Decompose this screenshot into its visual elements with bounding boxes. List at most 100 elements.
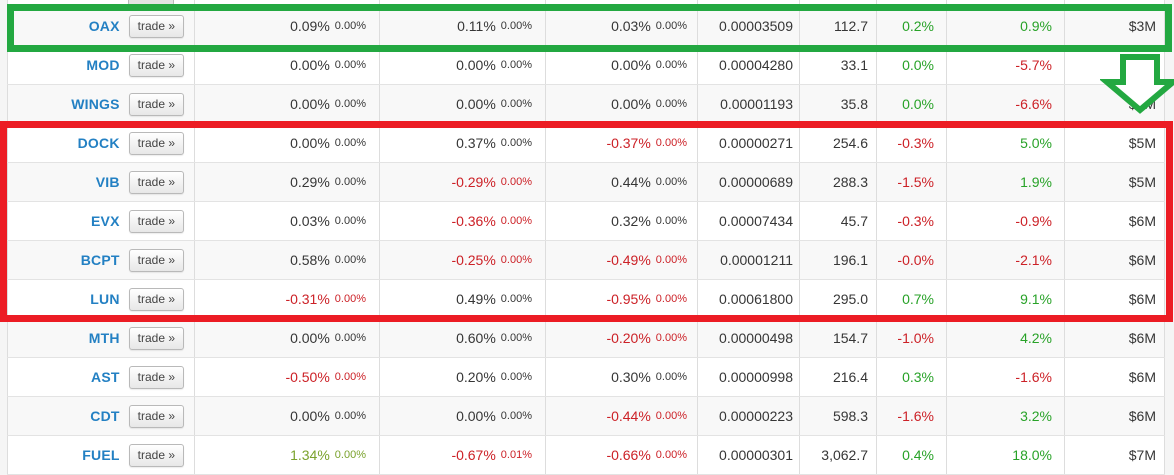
change-pair-2-cell: 0.11% 0.00% [380, 7, 546, 45]
change-main-value: 0.49% [456, 291, 496, 307]
table-row: FUEL trade » 1.34% 0.00% -0.67% 0.01% -0… [7, 436, 1165, 475]
symbol-link[interactable]: AST [91, 369, 120, 385]
change-pair-1-cell: 1.34% 0.00% [195, 436, 380, 474]
symbol-link[interactable]: OAX [88, 18, 120, 34]
change-pair-2-cell: 0.00% 0.00% [380, 397, 546, 435]
market-table: OAX trade » 0.09% 0.00% 0.11% 0.00% 0.03… [7, 0, 1165, 475]
change-main-value: 0.09% [290, 18, 330, 34]
price-cell: 0.00007434 [698, 202, 800, 240]
trade-button[interactable]: trade » [128, 14, 184, 38]
price-cell: 0.00001193 [698, 85, 800, 123]
change-main-value: -0.37% [606, 135, 651, 151]
change-sub-value: 0.00% [655, 332, 687, 344]
trade-button[interactable]: trade » [128, 248, 184, 272]
cap-cell: $6M [1065, 397, 1165, 435]
change-sub-value: 0.00% [334, 137, 366, 149]
symbol-link[interactable]: WINGS [71, 96, 120, 112]
change-main-value: 0.00% [290, 330, 330, 346]
price-cell: 0.00000301 [698, 436, 800, 474]
change-pair-1-cell: 0.00% 0.00% [195, 85, 380, 123]
change-main-value: -0.49% [606, 252, 651, 268]
change-pair-3-cell: -0.20% 0.00% [546, 319, 698, 357]
trade-button[interactable]: trade » [128, 326, 184, 350]
symbol-cell: CDT trade » [7, 397, 195, 435]
change-sub-value: 0.00% [655, 176, 687, 188]
partial-trade-button[interactable] [128, 0, 174, 6]
trade-button[interactable]: trade » [128, 365, 184, 389]
quantity-cell: 3,062.7 [800, 436, 877, 474]
symbol-link[interactable]: VIB [95, 174, 120, 190]
change-sub-value: 0.00% [500, 98, 532, 110]
symbol-cell: OAX trade » [7, 7, 195, 45]
change-sub-value: 0.00% [500, 137, 532, 149]
percent-change-a-cell: -1.6% [877, 397, 947, 435]
change-main-value: 0.03% [290, 213, 330, 229]
change-pair-3-cell: -0.49% 0.00% [546, 241, 698, 279]
percent-change-b-cell: 5.0% [947, 124, 1065, 162]
percent-change-b-cell: -5.7% [947, 46, 1065, 84]
symbol-link[interactable]: MTH [88, 330, 120, 346]
percent-change-a-cell: -0.3% [877, 124, 947, 162]
change-main-value: 0.30% [611, 369, 651, 385]
change-main-value: 0.29% [290, 174, 330, 190]
quantity-cell: 254.6 [800, 124, 877, 162]
table-row: VIB trade » 0.29% 0.00% -0.29% 0.00% 0.4… [7, 163, 1165, 202]
change-pair-1-cell: -0.50% 0.00% [195, 358, 380, 396]
symbol-cell: EVX trade » [7, 202, 195, 240]
percent-change-a-cell: 0.0% [877, 46, 947, 84]
table-row: OAX trade » 0.09% 0.00% 0.11% 0.00% 0.03… [7, 7, 1165, 46]
change-sub-value: 0.00% [500, 293, 532, 305]
symbol-link[interactable]: FUEL [82, 447, 120, 463]
change-main-value: -0.44% [606, 408, 651, 424]
symbol-link[interactable]: BCPT [80, 252, 120, 268]
trade-button[interactable]: trade » [128, 170, 184, 194]
change-pair-2-cell: -0.29% 0.00% [380, 163, 546, 201]
trade-button[interactable]: trade » [128, 92, 184, 116]
percent-change-a-cell: -0.0% [877, 241, 947, 279]
change-pair-3-cell: -0.95% 0.00% [546, 280, 698, 318]
quantity-cell: 216.4 [800, 358, 877, 396]
change-pair-1-cell: 0.00% 0.00% [195, 319, 380, 357]
symbol-link[interactable]: CDT [90, 408, 120, 424]
trade-button[interactable]: trade » [128, 209, 184, 233]
change-main-value: 0.00% [290, 57, 330, 73]
symbol-link[interactable]: LUN [90, 291, 120, 307]
trade-button[interactable]: trade » [128, 53, 184, 77]
quantity-cell: 35.8 [800, 85, 877, 123]
table-row: EVX trade » 0.03% 0.00% -0.36% 0.00% 0.3… [7, 202, 1165, 241]
change-pair-2-cell: 0.60% 0.00% [380, 319, 546, 357]
percent-change-a-cell: -1.5% [877, 163, 947, 201]
quantity-cell: 196.1 [800, 241, 877, 279]
change-sub-value: 0.00% [500, 332, 532, 344]
trade-button[interactable]: trade » [128, 404, 184, 428]
symbol-link[interactable]: MOD [86, 57, 120, 73]
change-sub-value: 0.00% [500, 254, 532, 266]
percent-change-a-cell: 0.3% [877, 358, 947, 396]
table-row: CDT trade » 0.00% 0.00% 0.00% 0.00% -0.4… [7, 397, 1165, 436]
price-cell: 0.00000223 [698, 397, 800, 435]
symbol-cell: WINGS trade » [7, 85, 195, 123]
change-main-value: 0.32% [611, 213, 651, 229]
trade-button[interactable]: trade » [128, 287, 184, 311]
percent-change-b-cell: 4.2% [947, 319, 1065, 357]
percent-change-b-cell: -6.6% [947, 85, 1065, 123]
symbol-cell: MTH trade » [7, 319, 195, 357]
change-pair-2-cell: 0.00% 0.00% [380, 85, 546, 123]
percent-change-a-cell: 0.0% [877, 85, 947, 123]
change-sub-value: 0.00% [334, 176, 366, 188]
change-sub-value: 0.00% [655, 59, 687, 71]
change-main-value: 0.20% [456, 369, 496, 385]
quantity-cell: 295.0 [800, 280, 877, 318]
change-pair-1-cell: 0.00% 0.00% [195, 397, 380, 435]
change-main-value: 0.60% [456, 330, 496, 346]
price-cell: 0.00061800 [698, 280, 800, 318]
symbol-link[interactable]: EVX [91, 213, 120, 229]
percent-change-a-cell: -0.3% [877, 202, 947, 240]
trade-button[interactable]: trade » [128, 443, 184, 467]
symbol-link[interactable]: DOCK [77, 135, 120, 151]
change-main-value: -0.66% [606, 447, 651, 463]
change-main-value: 0.00% [290, 408, 330, 424]
symbol-cell: DOCK trade » [7, 124, 195, 162]
trade-button[interactable]: trade » [128, 131, 184, 155]
